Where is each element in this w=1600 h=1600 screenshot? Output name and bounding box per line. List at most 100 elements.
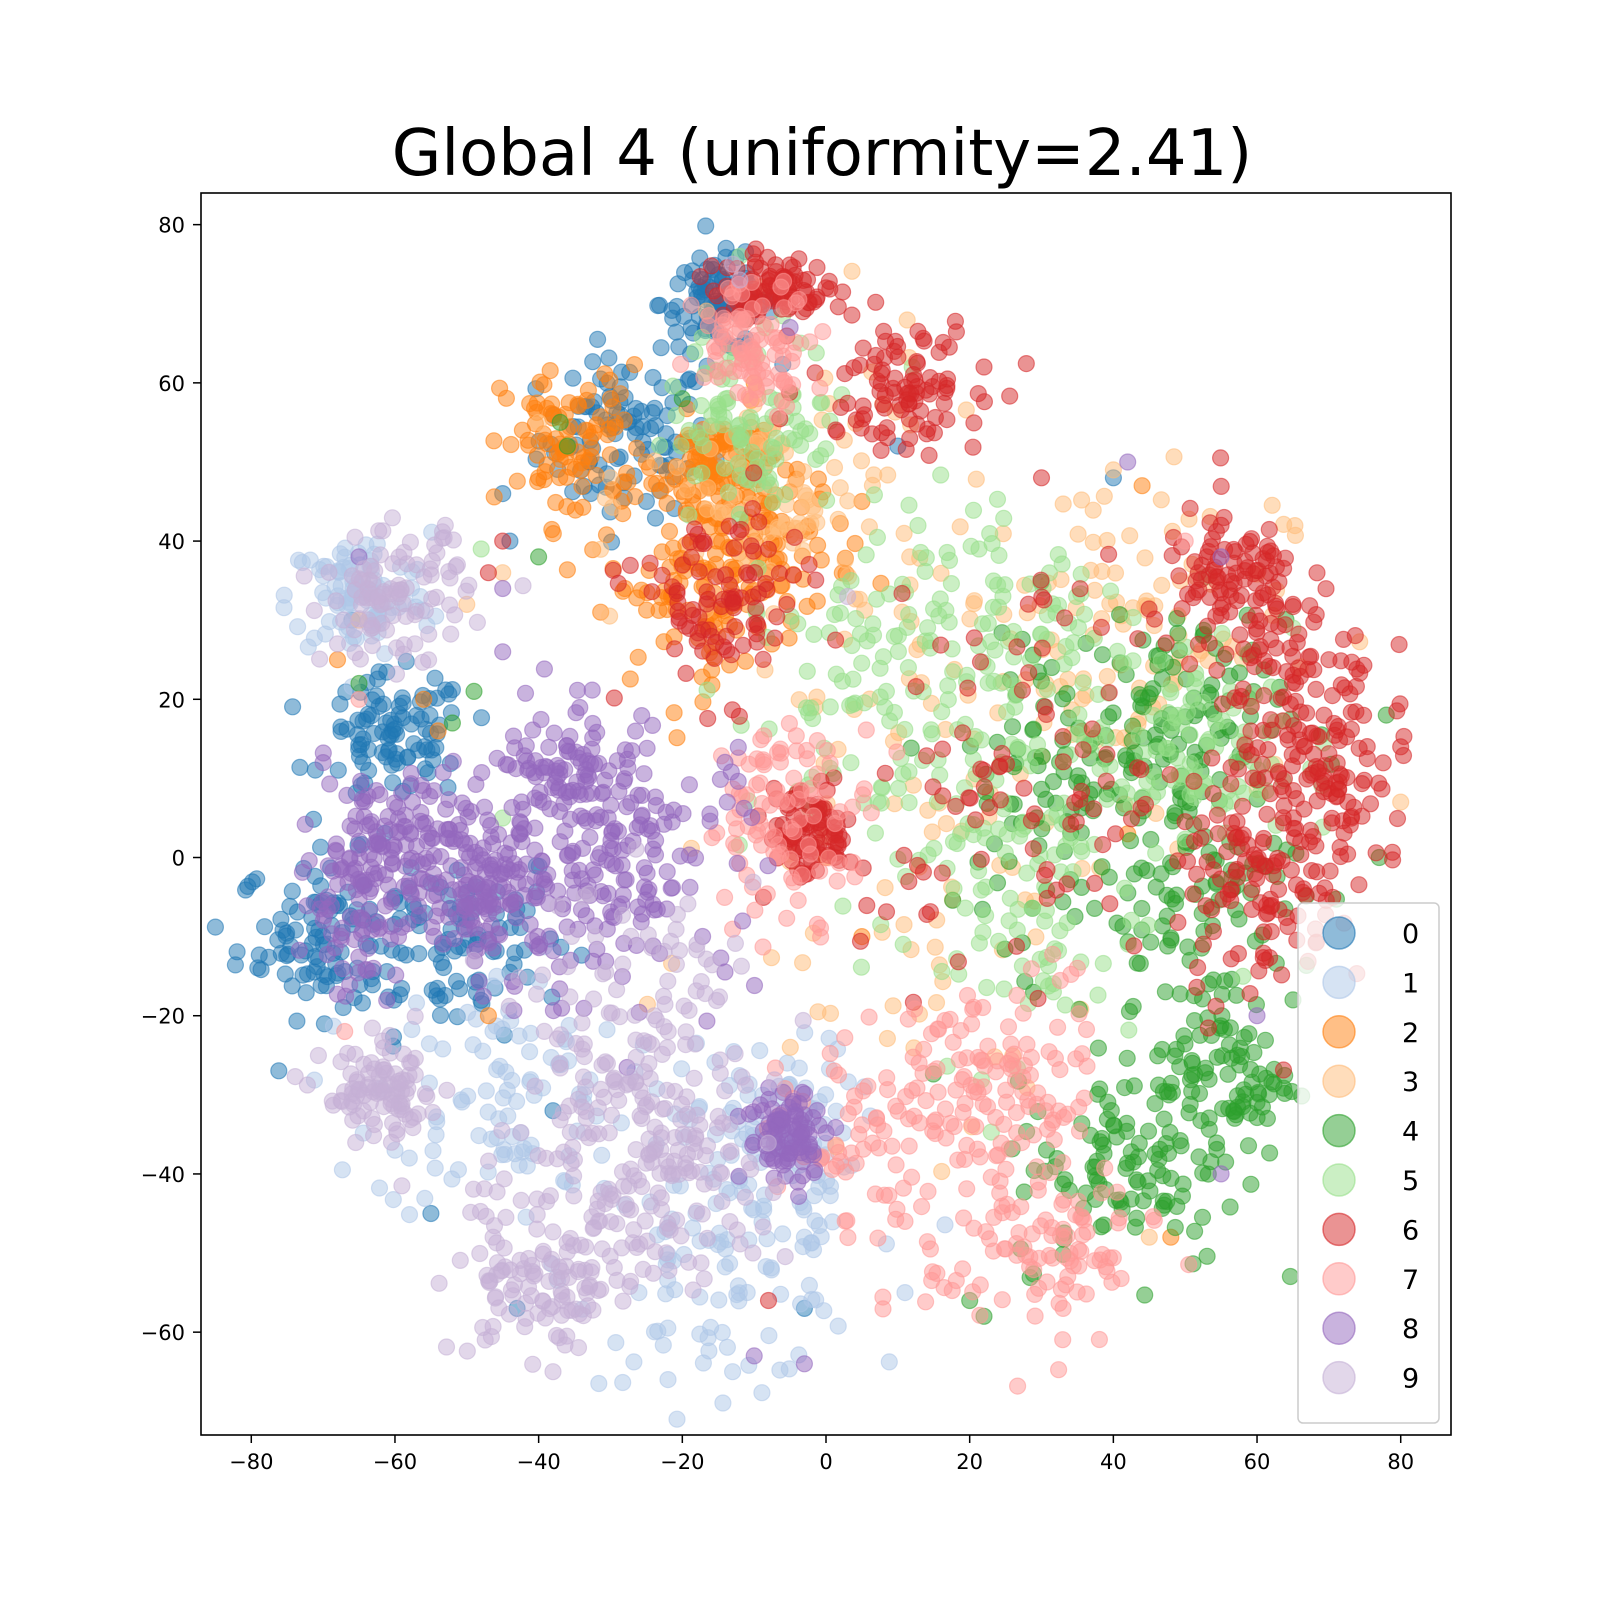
data-point (256, 918, 274, 936)
data-point (1262, 711, 1280, 729)
data-point (1099, 545, 1118, 563)
data-point (852, 452, 871, 470)
data-point (1211, 870, 1230, 888)
data-point (649, 1322, 667, 1340)
data-point (1075, 1089, 1093, 1107)
data-point (1161, 718, 1180, 736)
data-point (874, 1300, 892, 1318)
data-point (425, 846, 443, 865)
data-point (883, 1137, 901, 1155)
data-point (601, 371, 619, 389)
data-point (396, 1105, 414, 1123)
data-point (729, 738, 747, 756)
data-point (1035, 591, 1053, 609)
data-point (1256, 769, 1274, 787)
data-point (820, 1029, 838, 1047)
data-point (412, 812, 430, 830)
data-point (800, 555, 818, 574)
data-point (369, 913, 387, 932)
data-point (544, 1001, 563, 1020)
data-point (1147, 844, 1165, 862)
data-point (724, 594, 742, 612)
data-point (1118, 784, 1136, 802)
data-point (540, 738, 558, 756)
data-point (1101, 895, 1119, 913)
data-point (561, 810, 580, 829)
data-point (1261, 897, 1280, 916)
data-point (745, 464, 763, 482)
data-point (760, 469, 778, 487)
data-point (1156, 983, 1175, 1001)
data-point (646, 399, 664, 417)
data-point (706, 545, 725, 563)
data-point (827, 1157, 845, 1175)
data-point (672, 1060, 691, 1078)
data-point (971, 653, 990, 671)
data-point (847, 609, 865, 628)
data-point (276, 965, 294, 983)
data-point (1181, 499, 1199, 517)
data-point (1115, 879, 1134, 897)
data-point (551, 413, 569, 431)
data-point (1129, 630, 1147, 648)
data-point (808, 536, 827, 554)
data-point (374, 522, 392, 540)
data-point (1193, 1208, 1212, 1226)
data-point (1019, 1091, 1037, 1109)
data-point (331, 695, 349, 713)
data-point (669, 593, 687, 612)
data-point (336, 548, 354, 566)
data-point (1132, 760, 1150, 779)
data-point (1204, 922, 1223, 941)
data-point (410, 906, 428, 925)
data-point (938, 411, 956, 429)
data-point (1009, 900, 1027, 918)
data-point (1130, 685, 1148, 704)
data-point (562, 927, 581, 946)
data-point (316, 907, 334, 925)
data-point (801, 333, 819, 351)
data-point (817, 440, 835, 458)
data-point (746, 258, 764, 276)
data-point (1174, 1175, 1192, 1193)
data-point (793, 866, 811, 884)
data-point (716, 1258, 734, 1276)
data-point (668, 729, 686, 747)
data-point (758, 580, 776, 599)
data-point (526, 1077, 544, 1095)
data-point (386, 720, 404, 738)
data-point (905, 1000, 924, 1018)
data-point (759, 857, 777, 875)
data-point (894, 935, 912, 954)
data-point (802, 779, 820, 798)
data-point (1068, 959, 1087, 977)
data-point (376, 897, 394, 915)
data-point (1090, 1330, 1109, 1349)
data-point (1025, 1126, 1043, 1144)
data-point (1146, 1145, 1164, 1163)
data-point (294, 966, 312, 984)
data-point (927, 993, 946, 1012)
data-point (305, 601, 323, 620)
data-point (1062, 815, 1080, 833)
data-point (684, 1281, 702, 1299)
data-point (1272, 689, 1290, 707)
data-point (470, 972, 488, 991)
data-point (1339, 793, 1357, 811)
data-point (363, 616, 381, 635)
data-point (384, 555, 402, 573)
data-point (596, 489, 615, 507)
data-point (814, 323, 832, 341)
data-point (1049, 1361, 1068, 1379)
data-point (1239, 1137, 1258, 1155)
data-point (987, 1063, 1005, 1081)
data-point (958, 1136, 976, 1155)
data-point (370, 835, 388, 853)
data-point (972, 881, 990, 899)
data-point (312, 838, 330, 856)
data-point (290, 941, 308, 959)
data-point (1262, 922, 1280, 941)
data-point (443, 1170, 461, 1188)
data-point (1104, 1116, 1123, 1134)
data-point (986, 641, 1004, 659)
